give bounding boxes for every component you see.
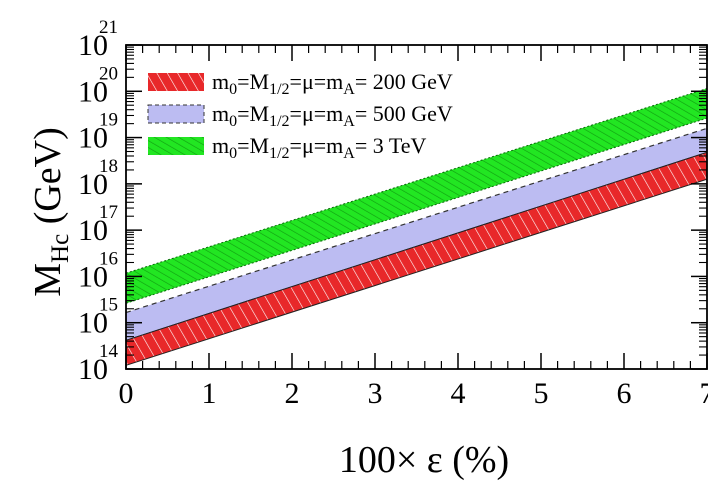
legend-label-1: m0=M1/2=μ=mA= 500 GeV xyxy=(212,101,453,130)
x-tick-label: 6 xyxy=(617,377,632,410)
y-axis-title-sub: Hc xyxy=(47,234,74,263)
axes xyxy=(125,44,708,370)
band-200-upper-edge xyxy=(126,151,707,341)
band-2 xyxy=(126,88,707,304)
band-3tev-lower-edge xyxy=(126,117,707,304)
band-500-upper-edge xyxy=(126,127,707,314)
y-tick-label-base: 10 xyxy=(78,260,108,293)
band-0 xyxy=(126,152,707,366)
y-tick-label-base: 10 xyxy=(78,75,108,108)
y-tick-label-base: 10 xyxy=(78,168,108,201)
y-tick-label-base: 10 xyxy=(78,214,108,247)
bands xyxy=(126,88,707,366)
y-axis-title-main: M xyxy=(27,263,69,297)
y-tick-label-exponent: 19 xyxy=(99,110,118,131)
y-tick-label-base: 10 xyxy=(78,307,108,340)
y-tick-label-exponent: 15 xyxy=(99,295,118,316)
x-tick-label: 2 xyxy=(285,377,300,410)
svg-text:MHc (GeV): MHc (GeV) xyxy=(27,127,74,297)
band-3tev-upper-edge xyxy=(126,88,707,274)
y-tick-label-base: 10 xyxy=(78,353,108,386)
legend: m0=M1/2=μ=mA= 200 GeV m0=M1/2=μ=mA= 500 G… xyxy=(147,69,453,162)
legend-swatch-1 xyxy=(147,104,205,124)
y-tick-label-exponent: 17 xyxy=(99,202,118,223)
x-tick-label: 4 xyxy=(451,377,466,410)
plot-frame xyxy=(125,44,708,370)
x-axis-title: 100× ε (%) xyxy=(339,439,509,481)
x-tick-label: 7 xyxy=(700,377,708,410)
x-tick-label: 1 xyxy=(202,377,217,410)
legend-label-2: m0=M1/2=μ=mA= 3 TeV xyxy=(212,133,427,162)
y-axis-title: MHc (GeV) xyxy=(27,127,74,297)
y-tick-label-exponent: 21 xyxy=(99,17,118,38)
y-tick-label-exponent: 16 xyxy=(99,248,118,269)
y-tick-label-base: 10 xyxy=(78,29,108,62)
legend-label-0: m0=M1/2=μ=mA= 200 GeV xyxy=(212,69,453,98)
band-1 xyxy=(126,128,707,341)
legend-swatch-0 xyxy=(148,73,204,91)
y-tick-label-exponent: 18 xyxy=(99,156,118,177)
y-tick-label-exponent: 20 xyxy=(99,63,118,84)
band-200-lower-edge xyxy=(126,178,707,366)
x-tick-label: 0 xyxy=(119,377,134,410)
y-axis-title-unit: (GeV) xyxy=(27,127,69,224)
legend-swatch-2 xyxy=(148,137,204,155)
y-tick-label-exponent: 14 xyxy=(99,341,119,362)
y-tick-label-base: 10 xyxy=(78,122,108,155)
x-tick-label: 3 xyxy=(368,377,383,410)
x-tick-label: 5 xyxy=(534,377,549,410)
